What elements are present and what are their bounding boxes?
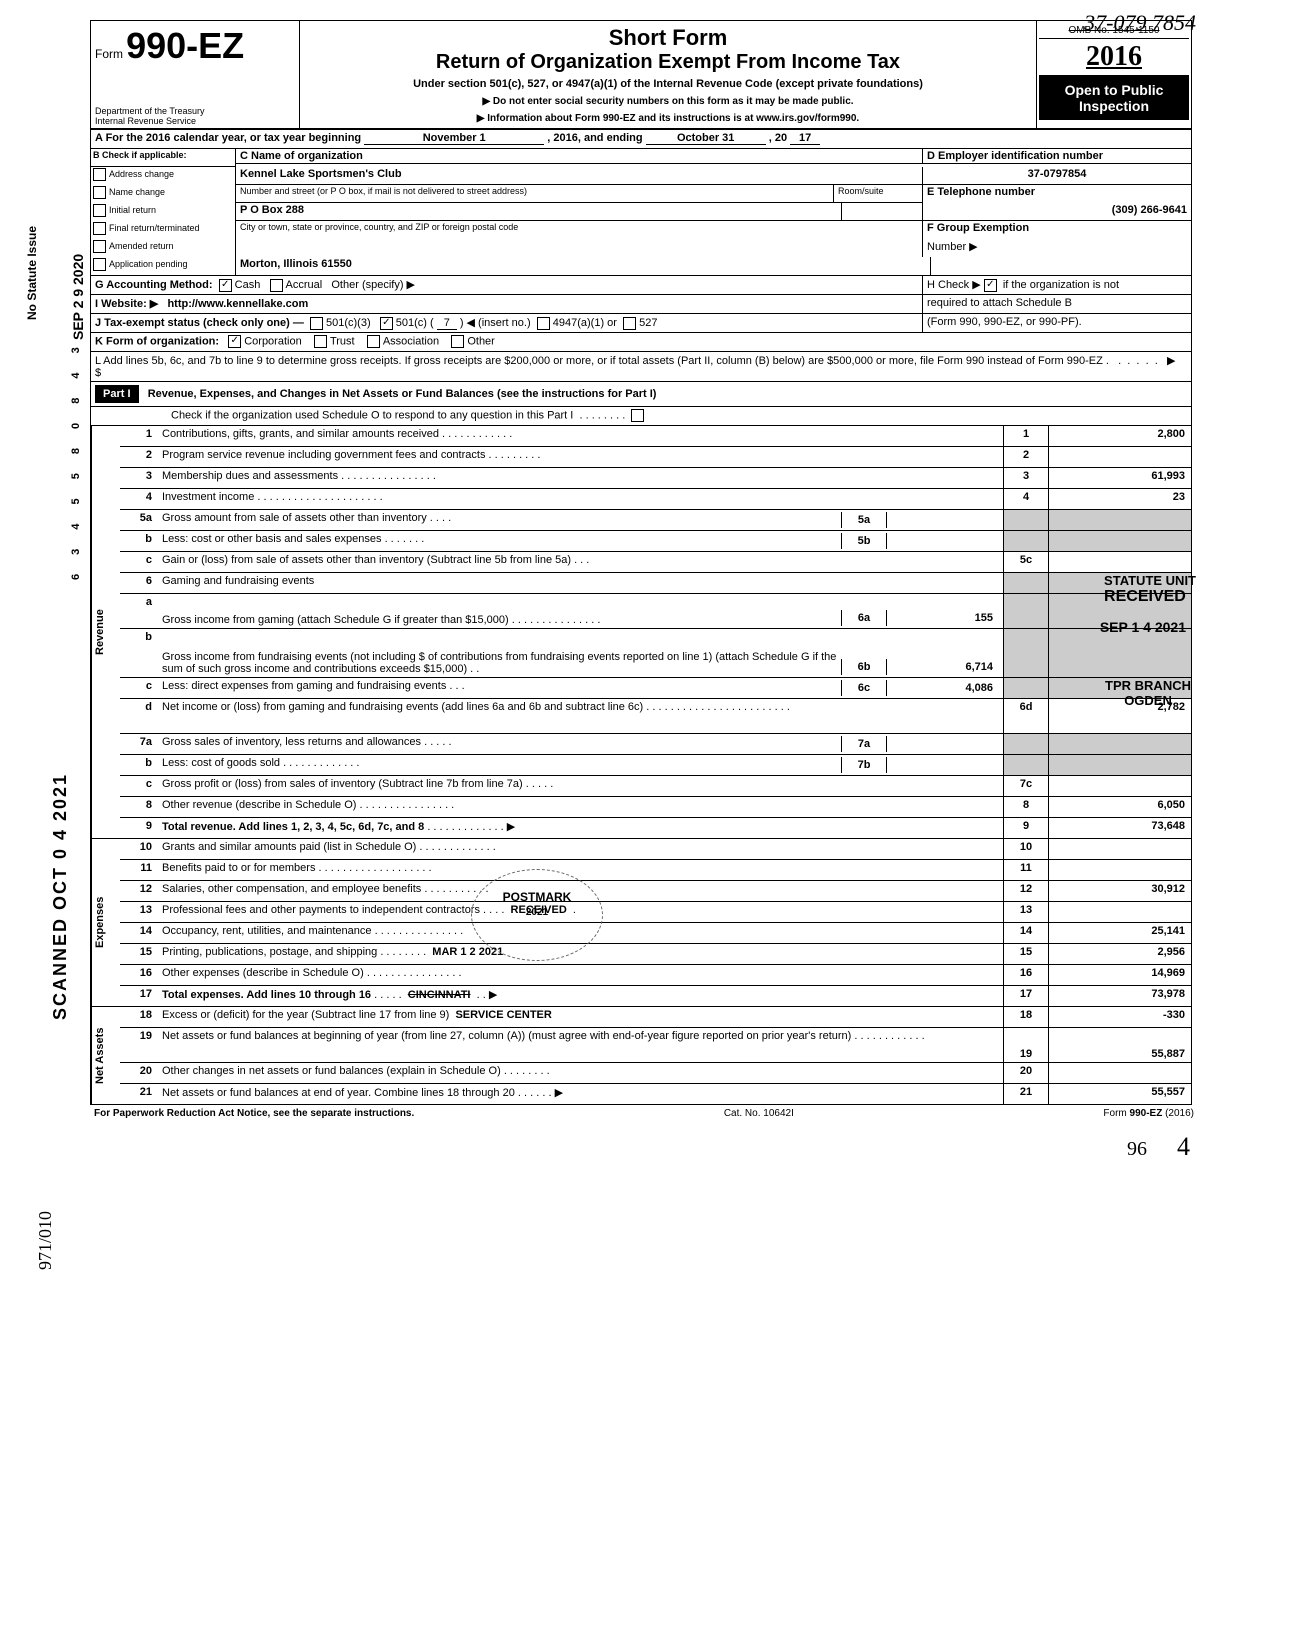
dept-treasury: Department of the Treasury Internal Reve… [95, 106, 205, 126]
check-cash[interactable]: ✓ [219, 279, 232, 292]
tax-year-begin: November 1 [364, 132, 544, 145]
form-header: Form 990-EZ Department of the Treasury I… [91, 21, 1191, 130]
phone-value: (309) 266-9641 [1112, 204, 1187, 216]
check-application-pending[interactable] [93, 258, 106, 271]
instr-web: ▶ Information about Form 990-EZ and its … [310, 113, 1026, 124]
line-7c-amt [1048, 776, 1191, 796]
line-17-amt: 73,978 [1048, 986, 1191, 1006]
revenue-section: Revenue 1Contributions, gifts, grants, a… [91, 426, 1191, 839]
revenue-label: Revenue [91, 426, 120, 838]
line-8-amt: 6,050 [1048, 797, 1191, 817]
check-527[interactable] [623, 317, 636, 330]
check-address-change[interactable] [93, 168, 106, 181]
tax-year: 2016 [1039, 39, 1189, 76]
side-barcode: 6 3 4 5 5 8 0 8 4 3 [70, 339, 82, 580]
page-num-handwritten-2: 4 [1177, 1132, 1190, 1161]
check-501c3[interactable] [310, 317, 323, 330]
check-501c[interactable]: ✓ [380, 317, 393, 330]
line-21-amt: 55,557 [1048, 1084, 1191, 1104]
line-6c-amt: 4,086 [887, 680, 999, 696]
check-trust[interactable] [314, 335, 327, 348]
part-1-header: Part I Revenue, Expenses, and Changes in… [91, 382, 1191, 407]
line-4-amt: 23 [1048, 489, 1191, 509]
subtitle: Under section 501(c), 527, or 4947(a)(1)… [310, 78, 1026, 90]
line-3-amt: 61,993 [1048, 468, 1191, 488]
line-h-cont1: required to attach Schedule B [923, 295, 1191, 313]
line-6d-amt: 2,782 [1048, 699, 1191, 733]
line-l-text: L Add lines 5b, 6c, and 7b to line 9 to … [95, 355, 1109, 367]
expenses-label: Expenses [91, 839, 120, 1006]
501c-number: 7 [437, 317, 457, 330]
section-e-label: E Telephone number [927, 186, 1035, 198]
form-number: 990-EZ [126, 25, 244, 66]
side-scanned: SCANNED OCT 0 4 2021 [50, 773, 71, 1020]
check-final-return[interactable] [93, 222, 106, 235]
stamp-service-center: SERVICE CENTER [455, 1009, 551, 1021]
line-14-amt: 25,141 [1048, 923, 1191, 943]
room-suite-label: Room/suite [834, 185, 923, 203]
stamp-received2: RECEIVED [511, 904, 567, 916]
line-16-amt: 14,969 [1048, 965, 1191, 985]
part1-check-o-text: Check if the organization used Schedule … [171, 409, 573, 421]
line-15-amt: 2,956 [1048, 944, 1191, 964]
check-h[interactable]: ✓ [984, 279, 997, 292]
line-2-amt [1048, 447, 1191, 467]
website-url: http://www.kennellake.com [167, 298, 308, 310]
check-accrual[interactable] [270, 279, 283, 292]
line-18-amt: -330 [1048, 1007, 1191, 1027]
line-6b-amt: 6,714 [887, 659, 999, 675]
side-sep-date: SEP 2 9 2020 [70, 254, 86, 340]
check-name-change[interactable] [93, 186, 106, 199]
return-title: Return of Organization Exempt From Incom… [310, 51, 1026, 74]
tax-year-end-year: 17 [790, 132, 820, 145]
check-initial-return[interactable] [93, 204, 106, 217]
line-19-amt: 55,887 [1048, 1028, 1191, 1062]
street-label: Number and street (or P O box, if mail i… [236, 185, 834, 203]
street-value: P O Box 288 [240, 204, 304, 216]
open-to-public: Open to Public Inspection [1039, 76, 1189, 120]
line-5c-amt [1048, 552, 1191, 572]
line-h-cont2: (Form 990, 990-EZ, or 990-PF). [923, 314, 1191, 332]
tax-year-end-month: October 31 [646, 132, 766, 145]
city-value: Morton, Illinois 61550 [240, 258, 352, 270]
instr-ssn: ▶ Do not enter social security numbers o… [310, 96, 1026, 107]
check-schedule-o[interactable] [631, 409, 644, 422]
section-c-label: C Name of organization [240, 150, 363, 162]
check-4947[interactable] [537, 317, 550, 330]
line-9-amt: 73,648 [1048, 818, 1191, 838]
side-handwritten-num: 971/010 [35, 1211, 56, 1270]
line-a: A For the 2016 calendar year, or tax yea… [91, 130, 1191, 149]
check-association[interactable] [367, 335, 380, 348]
stamp-cincinnati: CINCINNATI [408, 989, 471, 1001]
section-d-label: D Employer identification number [927, 150, 1103, 162]
ein-value: 37-0797854 [1028, 168, 1087, 180]
form-990ez: Form 990-EZ Department of the Treasury I… [90, 20, 1192, 1105]
check-other-org[interactable] [451, 335, 464, 348]
stamp-mar12: MAR 1 2 2021 [432, 946, 503, 958]
city-label: City or town, state or province, country… [236, 221, 923, 239]
short-form-title: Short Form [310, 25, 1026, 51]
net-assets-section: Net Assets 18Excess or (deficit) for the… [91, 1007, 1191, 1104]
handwritten-ein: 37-079 7854 [1084, 10, 1196, 36]
form-footer: For Paperwork Reduction Act Notice, see … [90, 1105, 1198, 1122]
expenses-section: Expenses 10Grants and similar amounts pa… [91, 839, 1191, 1007]
check-amended[interactable] [93, 240, 106, 253]
form-prefix: Form [95, 47, 123, 61]
line-6a-amt: 155 [887, 610, 999, 626]
net-assets-label: Net Assets [91, 1007, 120, 1104]
line-1-amt: 2,800 [1048, 426, 1191, 446]
line-12-amt: 30,912 [1048, 881, 1191, 901]
org-name: Kennel Lake Sportsmen's Club [240, 168, 402, 180]
page-num-handwritten: 96 [1127, 1138, 1147, 1160]
section-f-label: F Group Exemption [927, 222, 1029, 234]
check-corporation[interactable]: ✓ [228, 335, 241, 348]
section-b-label: B Check if applicable: [93, 150, 187, 160]
section-f-number: Number ▶ [927, 241, 978, 253]
side-no-statute: No Statute Issue [25, 226, 39, 320]
